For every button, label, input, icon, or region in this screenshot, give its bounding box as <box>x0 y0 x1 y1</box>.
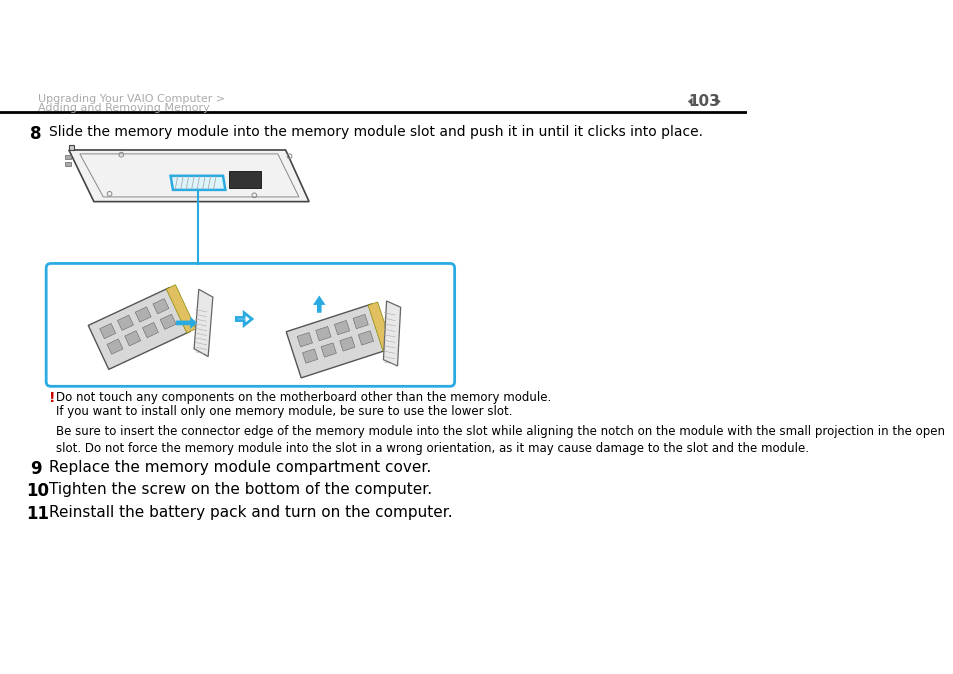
Polygon shape <box>297 332 313 347</box>
Polygon shape <box>69 146 74 150</box>
Polygon shape <box>339 337 355 351</box>
Text: 10: 10 <box>27 482 50 499</box>
Polygon shape <box>152 299 169 314</box>
Polygon shape <box>315 326 331 341</box>
Polygon shape <box>716 98 720 105</box>
Polygon shape <box>193 289 213 357</box>
Text: Slide the memory module into the memory module slot and push it in until it clic: Slide the memory module into the memory … <box>49 125 701 139</box>
Text: Be sure to insert the connector edge of the memory module into the slot while al: Be sure to insert the connector edge of … <box>56 425 944 455</box>
Polygon shape <box>117 315 133 330</box>
Polygon shape <box>176 317 197 329</box>
Polygon shape <box>687 98 692 105</box>
Text: 103: 103 <box>688 94 720 109</box>
Polygon shape <box>358 331 374 345</box>
Text: Reinstall the battery pack and turn on the computer.: Reinstall the battery pack and turn on t… <box>49 506 452 520</box>
Polygon shape <box>321 343 336 357</box>
Polygon shape <box>166 284 195 333</box>
Text: Upgrading Your VAIO Computer >: Upgrading Your VAIO Computer > <box>37 94 225 104</box>
Polygon shape <box>302 349 317 363</box>
Polygon shape <box>125 331 140 346</box>
Text: If you want to install only one memory module, be sure to use the lower slot.: If you want to install only one memory m… <box>56 405 513 418</box>
Bar <box>65 162 71 166</box>
Bar <box>229 171 260 188</box>
Polygon shape <box>383 301 400 366</box>
Polygon shape <box>89 287 190 369</box>
Text: 8: 8 <box>30 125 41 143</box>
Polygon shape <box>368 302 393 351</box>
Polygon shape <box>313 295 325 313</box>
Polygon shape <box>69 150 309 202</box>
Text: Do not touch any components on the motherboard other than the memory module.: Do not touch any components on the mothe… <box>56 391 551 404</box>
Text: Replace the memory module compartment cover.: Replace the memory module compartment co… <box>49 460 431 475</box>
FancyBboxPatch shape <box>46 264 455 386</box>
Polygon shape <box>160 314 176 330</box>
Polygon shape <box>100 324 115 338</box>
Polygon shape <box>107 339 123 355</box>
Text: !: ! <box>49 391 55 405</box>
Text: Tighten the screw on the bottom of the computer.: Tighten the screw on the bottom of the c… <box>49 482 431 497</box>
Polygon shape <box>353 314 368 329</box>
Polygon shape <box>171 176 225 190</box>
Text: Adding and Removing Memory: Adding and Removing Memory <box>37 103 209 113</box>
Polygon shape <box>335 320 350 335</box>
Text: 11: 11 <box>27 506 50 523</box>
Polygon shape <box>286 304 386 378</box>
Bar <box>65 154 71 158</box>
Polygon shape <box>135 307 151 322</box>
Text: 9: 9 <box>30 460 41 478</box>
Polygon shape <box>142 322 158 338</box>
